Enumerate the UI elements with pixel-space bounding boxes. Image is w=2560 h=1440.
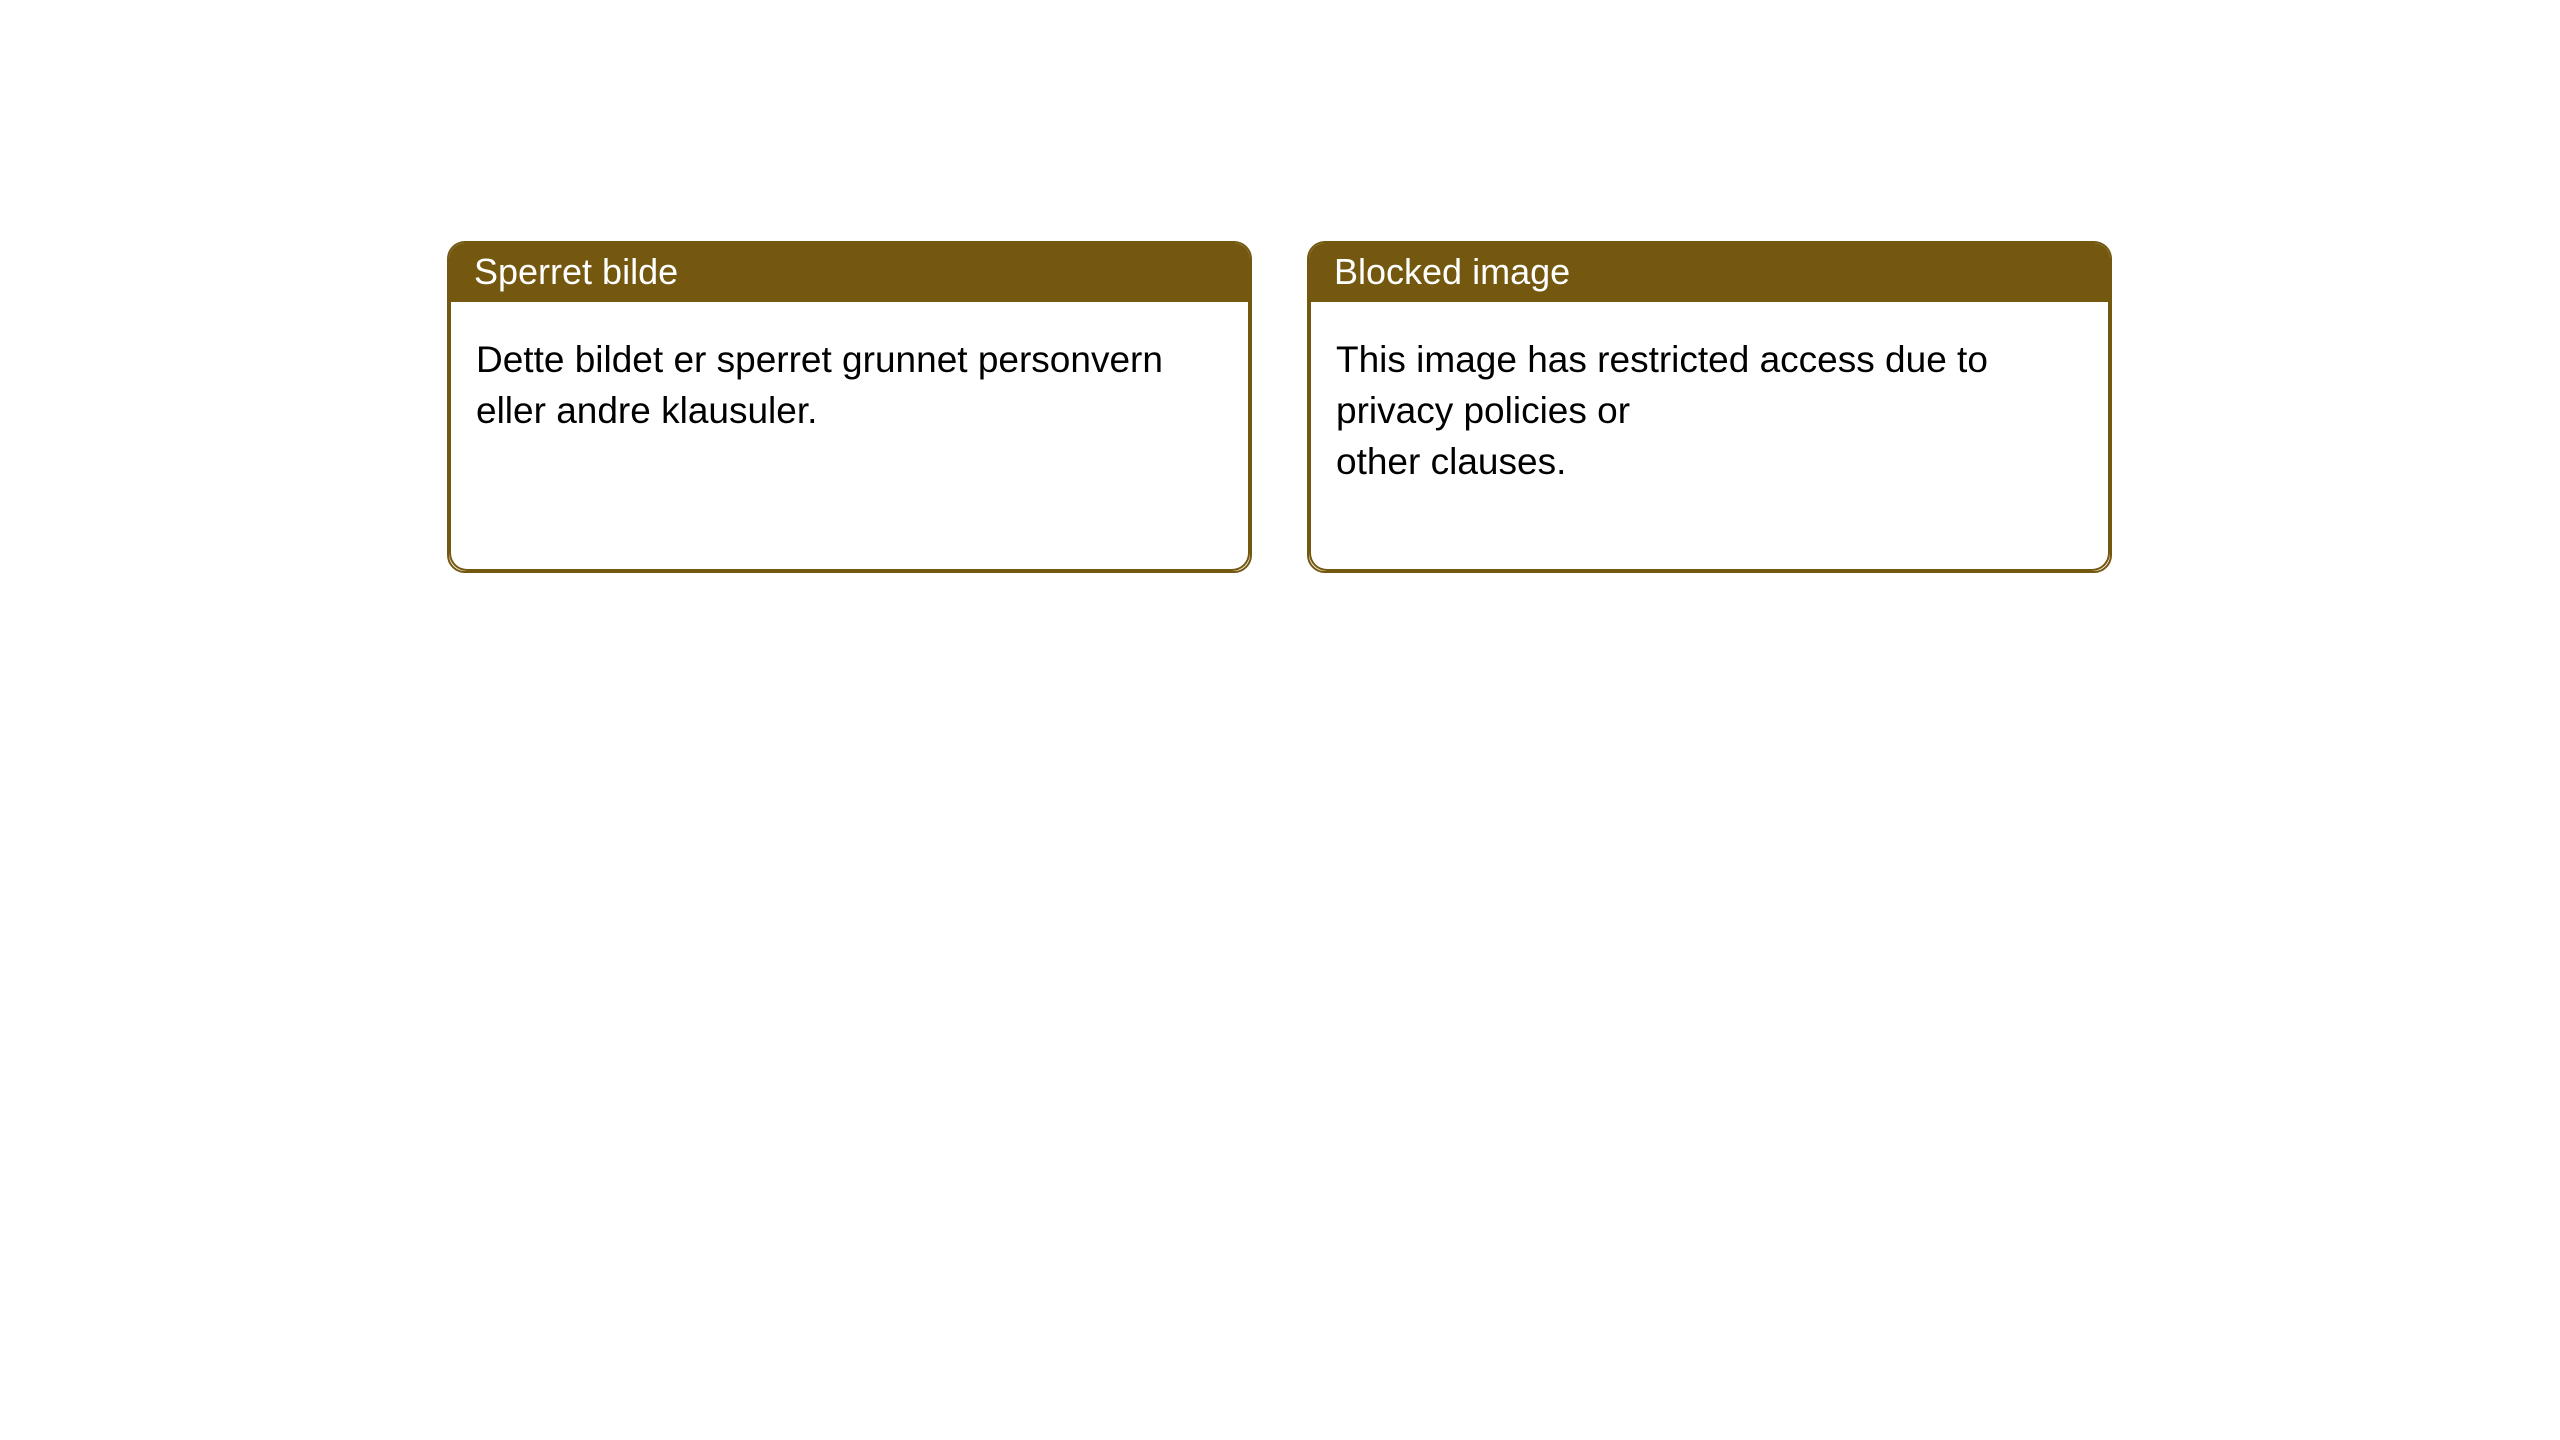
notice-container: Sperret bilde Dette bildet er sperret gr… [447,241,2112,573]
notice-header: Blocked image [1309,243,2110,302]
notice-header-text: Blocked image [1334,251,1570,293]
notice-header: Sperret bilde [449,243,1250,302]
notice-body: This image has restricted access due to … [1309,302,2110,571]
notice-box-english: Blocked image This image has restricted … [1307,241,2112,573]
notice-body-text: Dette bildet er sperret grunnet personve… [476,339,1163,431]
notice-box-norwegian: Sperret bilde Dette bildet er sperret gr… [447,241,1252,573]
notice-body: Dette bildet er sperret grunnet personve… [449,302,1250,571]
notice-header-text: Sperret bilde [474,251,678,293]
notice-body-text: This image has restricted access due to … [1336,339,1988,482]
